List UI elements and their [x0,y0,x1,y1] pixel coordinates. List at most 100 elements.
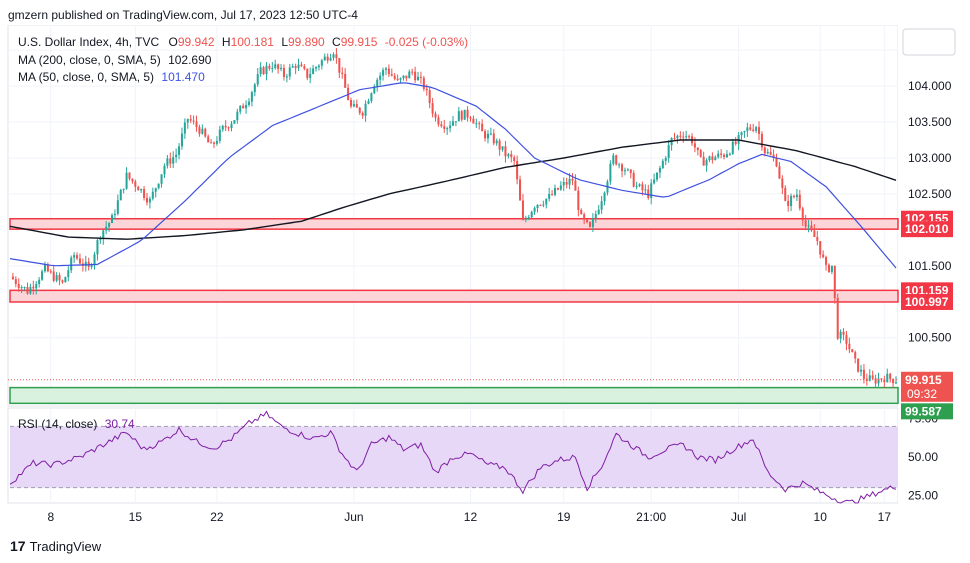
candle-body [446,128,449,130]
candle-body [647,189,650,198]
legend-c-label: C [332,35,341,49]
candle-body [259,67,262,75]
candle-body [425,88,428,91]
candle-body [440,124,443,127]
candle-body [393,75,396,79]
candle-body [871,375,874,379]
candle-body [562,182,565,186]
candle-body [376,79,379,87]
candle-body [842,331,845,335]
candle-body [419,76,422,78]
candle-body [481,123,484,132]
candle-body [472,118,475,124]
candle-body [545,198,548,205]
candle-body [417,76,420,81]
candle-body [795,194,798,198]
candle-body [600,201,603,210]
candle-body [839,331,842,339]
candle-body [632,173,635,187]
rsi-tick-label: 50.00 [908,450,938,464]
svg-text:U.S. Dollar Index, 4h, TVC: U.S. Dollar Index, 4h, TVC O99.942 H100.… [18,35,468,49]
candle-body [268,65,271,69]
ma200-line [9,139,897,240]
tradingview-logo-icon[interactable]: 17 [10,538,26,554]
candle-body [128,172,131,179]
legend-o-label: O [169,35,178,49]
candle-body [862,369,865,379]
price-tick-label: 104.000 [908,79,952,93]
candle-body [242,105,245,109]
candle-body [553,188,557,195]
legend-ma50-value: 101.470 [161,70,205,84]
candle-body [708,156,711,161]
candle-body [157,183,160,189]
candle-body [247,101,251,105]
candle-body [641,184,644,191]
candle-body [571,178,574,181]
candle-body [539,204,542,206]
candle-body [775,157,778,167]
legend-high: 100.181 [231,35,275,49]
candle-body [41,271,44,280]
candle-body [661,160,664,168]
time-tick-label: 21:00 [636,510,666,524]
chart-settings-button[interactable] [902,28,956,56]
candle-body [32,286,35,289]
candle-body [78,258,81,264]
candle-body [755,127,758,131]
candle-body [207,136,210,143]
candle-body [536,204,539,209]
candle-body [172,157,175,164]
candle-body [291,66,294,68]
candle-body [892,378,895,384]
candle-body [253,84,256,93]
candle-body [148,198,151,203]
time-tick-label: Jun [344,510,363,524]
candle-body [96,240,99,255]
candle-body [154,188,157,192]
candle-body [743,131,746,133]
candle-body [830,265,833,272]
candle-body [542,204,545,206]
candle-body [752,129,755,131]
candle-body [230,123,233,129]
candle-body [320,60,323,66]
candle-body [102,230,105,239]
candle-body [271,67,274,69]
candle-body [568,178,571,185]
candle-body [169,158,172,164]
price-chart[interactable]: 104.500104.000103.500103.000102.500101.5… [0,25,970,530]
candle-body [763,147,766,154]
candle-body [384,68,387,70]
candle-body [335,54,338,59]
candle-body [163,165,166,175]
candle-body [434,113,437,118]
candle-body [160,174,163,184]
candle-body [314,67,318,69]
rsi-line [9,410,897,504]
candle-body [390,74,393,76]
candle-body [621,164,624,172]
candle-body [361,112,364,116]
zone-bottom-label-bg [901,293,953,310]
candle-body [210,142,213,144]
candle-body [137,186,140,191]
candle-body [792,196,796,198]
price-axis[interactable] [898,25,958,503]
candle-body [501,146,504,150]
candle-body [478,123,481,125]
candle-body [52,271,55,281]
candle-body [61,280,64,283]
price-tick-label: 102.500 [908,187,952,201]
price-tick-label: 103.000 [908,151,952,165]
candle-body [673,138,676,140]
zone-bottom-label: 100.997 [905,295,949,309]
candle-body [35,284,38,289]
candle-body [644,189,647,191]
price-pane[interactable] [7,25,899,407]
tradingview-brand[interactable]: TradingView [29,538,102,554]
candle-body [274,64,277,68]
candle-body [484,131,487,139]
candle-body [521,200,524,220]
time-tick-label: 22 [210,510,224,524]
